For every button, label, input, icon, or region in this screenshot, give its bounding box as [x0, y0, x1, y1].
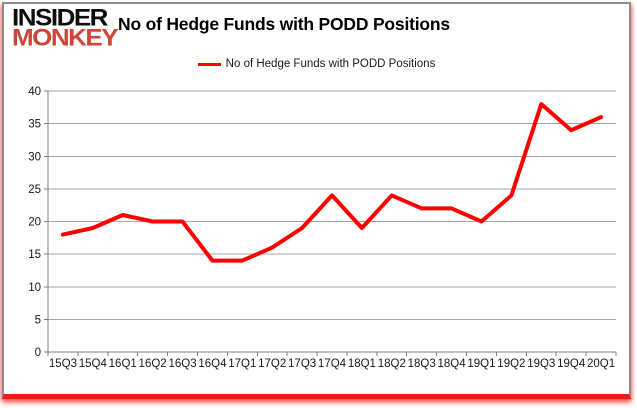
chart-title: No of Hedge Funds with PODD Positions [118, 14, 450, 34]
y-tick-label: 35 [28, 119, 41, 131]
x-tick-label: 18Q1 [348, 358, 376, 370]
y-tick-label: 5 [35, 314, 41, 326]
legend-line-swatch [197, 62, 221, 66]
x-tick-label: 17Q1 [228, 358, 256, 370]
chart-legend: No of Hedge Funds with PODD Positions [4, 58, 629, 70]
x-tick-label: 15Q3 [49, 358, 77, 370]
x-tick-label: 19Q3 [527, 358, 555, 370]
x-tick-label: 19Q1 [467, 358, 495, 370]
y-tick-label: 40 [28, 86, 41, 98]
y-tick-label: 20 [28, 217, 41, 229]
x-tick-label: 17Q2 [258, 358, 286, 370]
series-line [60, 102, 604, 263]
x-tick-label: 19Q2 [497, 358, 525, 370]
y-tick-label: 25 [28, 184, 41, 196]
logo-text-monkey: MONKEY [12, 23, 119, 51]
x-tick-label: 16Q2 [139, 358, 167, 370]
y-tick-label: 0 [35, 347, 41, 359]
x-tick-label: 17Q3 [288, 358, 316, 370]
x-tick-label: 16Q4 [198, 358, 227, 370]
x-tick-label: 16Q3 [168, 358, 196, 370]
insider-monkey-logo: INSIDER MONKEY [12, 3, 119, 51]
x-tick-label: 19Q4 [557, 358, 586, 370]
y-tick-label: 10 [28, 282, 41, 294]
legend-label: No of Hedge Funds with PODD Positions [225, 58, 436, 70]
y-tick-label: 15 [28, 249, 41, 261]
x-tick-label: 15Q4 [79, 358, 108, 370]
x-tick-label: 20Q1 [587, 358, 615, 370]
x-tick-label: 17Q4 [318, 358, 347, 370]
logo-text-insider: INSIDER [12, 3, 108, 32]
x-tick-label: 18Q2 [378, 358, 406, 370]
y-tick-label: 30 [28, 151, 41, 163]
chart-card: INSIDER MONKEY No of Hedge Funds with PO… [2, 2, 631, 399]
x-tick-label: 18Q3 [408, 358, 436, 370]
x-tick-label: 18Q4 [438, 358, 467, 370]
x-tick-label: 16Q1 [109, 358, 137, 370]
line-chart: 0 5 10 15 20 25 30 35 40 15Q3 15Q4 16Q1 16Q2 16Q3 16Q4… [28, 86, 617, 370]
